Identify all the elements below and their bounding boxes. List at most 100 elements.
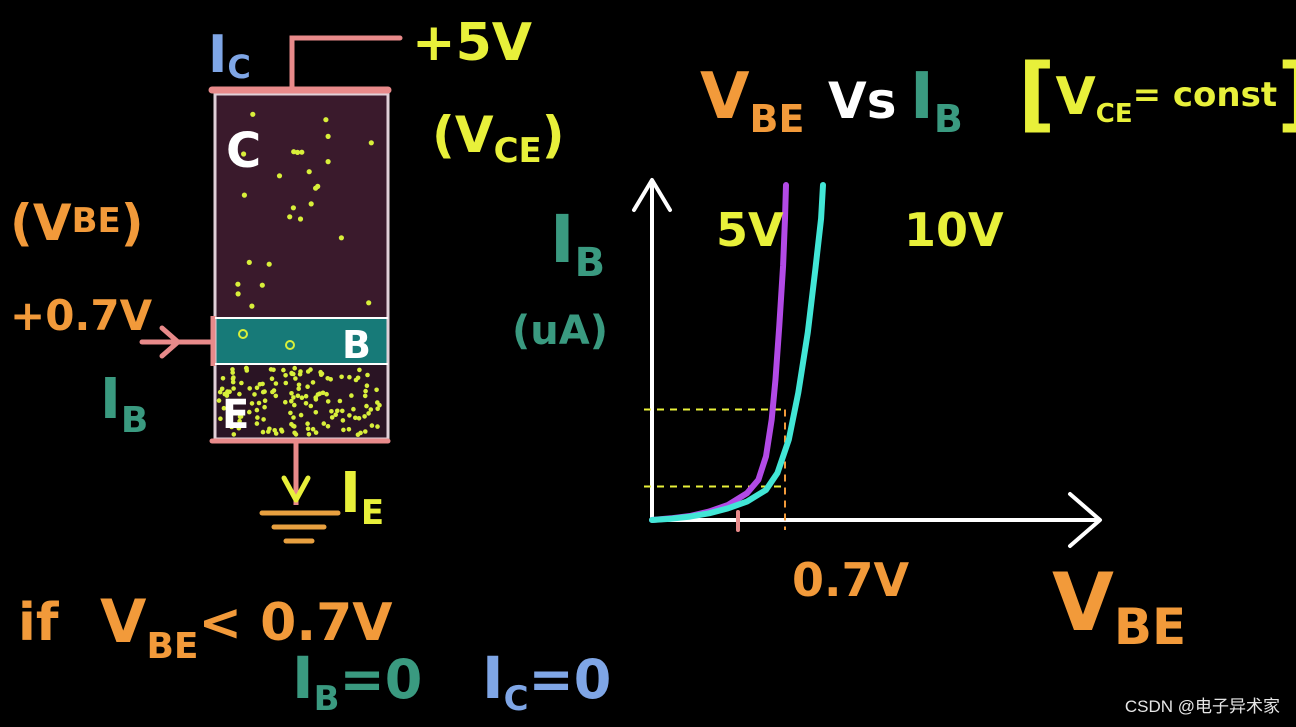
carrier-dot (225, 389, 230, 394)
carrier-dot (299, 149, 305, 155)
carrier-dot (347, 374, 352, 380)
carrier-dot (255, 415, 260, 420)
carrier-dot (241, 192, 247, 198)
carrier-dot (216, 398, 222, 403)
carrier-dot (289, 391, 294, 396)
carrier-dot (349, 393, 354, 398)
carrier-dot (375, 424, 380, 429)
carrier-dot (231, 432, 237, 437)
series-label-5v: 5V (716, 203, 784, 257)
carrier-dot (299, 395, 305, 401)
carrier-dot (289, 371, 295, 377)
collector-label: C (226, 123, 261, 179)
title-vs: Vs (828, 72, 896, 130)
carrier-dot (292, 402, 297, 408)
carrier-dot (257, 382, 263, 387)
carrier-dot (283, 399, 288, 405)
carrier-dot (266, 429, 271, 434)
carrier-dot (229, 424, 234, 430)
carrier-dot (324, 391, 329, 397)
carrier-dot (303, 393, 309, 399)
carrier-dot (318, 369, 323, 375)
carrier-dot (226, 415, 232, 421)
carrier-dot (247, 386, 252, 391)
carrier-dot (294, 149, 301, 155)
x-axis-arrow (1068, 492, 1102, 548)
carrier-dot (325, 424, 331, 429)
carrier-dot (340, 408, 345, 414)
emitter-label: E (222, 392, 249, 438)
carrier-dot (308, 201, 314, 207)
carrier-dot (355, 432, 361, 438)
carrier-dot (296, 386, 302, 392)
carrier-dot (244, 365, 249, 371)
carrier-dot (310, 426, 316, 432)
emitter-current-label: IE (340, 461, 384, 533)
carrier-dot (365, 372, 370, 378)
carrier-dot (325, 159, 331, 165)
carrier-dot (338, 235, 344, 241)
carrier-dot (366, 411, 371, 416)
carrier-dot (364, 403, 369, 409)
carrier-dot (310, 380, 316, 385)
carrier-dot (337, 398, 343, 404)
carrier-dot (329, 409, 334, 414)
y-axis-unit: (uA) (512, 308, 608, 354)
carrier-dot (305, 384, 310, 390)
carrier-dot (291, 415, 296, 420)
carrier-dot (289, 398, 294, 404)
carrier-dot (256, 400, 262, 406)
carrier-dot (325, 399, 331, 404)
carrier-dot (235, 291, 241, 297)
collector-carrier-dots (235, 111, 374, 309)
carrier-dot (353, 415, 358, 421)
carrier-dot (235, 281, 241, 287)
carrier-dot (362, 414, 367, 419)
carrier-dot (230, 370, 235, 375)
carrier-dot (220, 376, 226, 381)
carrier-dot (323, 117, 329, 123)
condition-vbe: VBE< 0.7V (100, 587, 393, 667)
carrier-dot (273, 393, 279, 399)
ground-symbol-icon (259, 510, 341, 544)
carrier-dot (321, 421, 327, 426)
condition-ib-zero: IB=0 (292, 644, 422, 719)
base-current-label: IB (100, 367, 148, 441)
watermark: CSDN @电子异术家 (1125, 697, 1280, 716)
carrier-dot (375, 406, 381, 412)
carrier-dot (262, 398, 268, 404)
carrier-dot (276, 173, 283, 179)
carrier-dot (246, 259, 252, 265)
carrier-dot (297, 371, 303, 377)
vce-label: (VCE) (432, 106, 565, 171)
carrier-dot (230, 379, 236, 385)
condition-ic-zero: IC=0 (482, 644, 611, 719)
carrier-dot (362, 393, 368, 399)
collector-region (215, 94, 388, 318)
carrier-dot (308, 403, 314, 409)
transistor-diagram: C B E IC +5V (VCE) (VBE) +0.7V (10, 13, 565, 544)
carrier-dot (305, 421, 310, 427)
carrier-dot (290, 205, 296, 211)
carrier-dot (249, 401, 255, 406)
ib-vs-vbe-graph: 5V 10V IB (uA) 0.7V VBE (512, 178, 1186, 656)
carrier-dot (364, 383, 370, 389)
supply-voltage-label: +5V (412, 13, 532, 73)
curves (649, 182, 826, 523)
y-axis-label: IB (550, 201, 605, 286)
graph-title: VBE Vs IB [VCE= const] (700, 47, 1296, 142)
carrier-dot (237, 418, 242, 424)
carrier-dot (261, 417, 266, 422)
carrier-dot (283, 380, 289, 386)
carrier-dot (241, 151, 247, 157)
x-axis-label: VBE (1052, 556, 1186, 656)
carrier-dot (250, 111, 256, 117)
base-carrier-dots (238, 329, 295, 350)
carrier-dot (283, 373, 288, 378)
carrier-dot (325, 133, 331, 139)
carrier-dot (351, 406, 356, 412)
carrier-dot (260, 429, 266, 435)
carrier-dot (341, 427, 346, 433)
carrier-dot (366, 300, 372, 306)
